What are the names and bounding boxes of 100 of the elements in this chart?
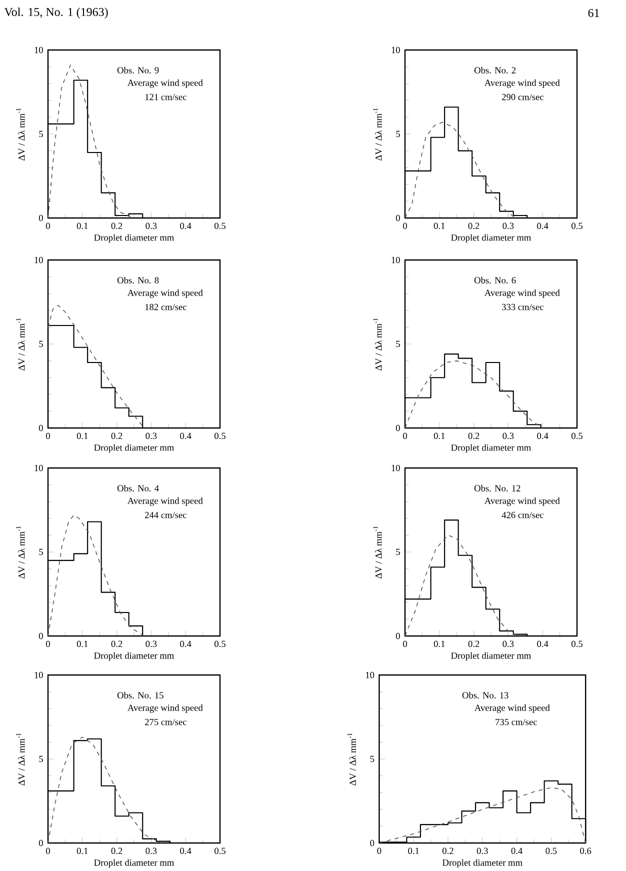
x-tick-label: 0.2 <box>111 848 122 854</box>
line-series <box>404 122 516 218</box>
x-tick-label: 0.5 <box>546 848 557 854</box>
x-tick-label: 0.4 <box>537 222 548 230</box>
y-tick-label: 0 <box>396 424 400 432</box>
annotation: Average wind speed <box>127 497 203 506</box>
y-axis-title: ΔV / Δλ mm$^{-1}$ <box>16 526 25 578</box>
y-axis-title: ΔV / Δλ mm$^{-1}$ <box>373 318 382 370</box>
x-tick-label: 0.4 <box>180 432 192 440</box>
y-tick-label: 5 <box>39 340 43 348</box>
x-tick-label: 0.2 <box>468 222 480 230</box>
x-tick-label: 0.4 <box>537 640 548 648</box>
y-tick-label: 10 <box>34 464 43 472</box>
y-tick-label: 0 <box>396 632 400 640</box>
y-tick-label: 5 <box>39 756 43 762</box>
x-tick-label: 0.5 <box>214 222 226 230</box>
annotation: Average wind speed <box>484 289 560 298</box>
y-tick-label: 0 <box>370 840 374 846</box>
x-tick-label: 0 <box>46 848 50 854</box>
y-tick-label: 10 <box>34 256 43 264</box>
x-tick-label: 0.1 <box>434 222 445 230</box>
annotation: Average wind speed <box>484 79 560 88</box>
x-tick-label: 0.2 <box>111 432 122 440</box>
x-tick-label: 0.1 <box>408 848 419 854</box>
annotation: Obs. No. 12 <box>474 484 520 492</box>
y-tick-label: 0 <box>396 214 400 222</box>
x-tick-label: 0.1 <box>76 222 88 230</box>
x-tick-label: 0 <box>377 848 382 854</box>
x-axis-title: Droplet diameter mm <box>442 859 522 868</box>
x-axis-title: Droplet diameter mm <box>451 234 532 243</box>
annotation: Average wind speed <box>127 289 203 298</box>
x-tick-label: 0.3 <box>146 640 157 648</box>
x-tick-label: 0.4 <box>511 848 522 854</box>
y-axis-title: ΔV / Δλ mm$^{-1}$ <box>373 108 382 160</box>
y-tick-label: 0 <box>38 632 43 640</box>
y-axis-title: ΔV / Δλ mm$^{-1}$ <box>16 108 25 160</box>
x-tick-label: 0.5 <box>214 640 226 648</box>
x-tick-label: 0.4 <box>180 848 192 854</box>
annotation: Obs. No. 6 <box>474 276 516 284</box>
y-tick-label: 5 <box>396 130 400 138</box>
x-tick-label: 0.2 <box>111 222 122 230</box>
y-tick-label: 10 <box>392 256 400 264</box>
annotation: Obs. No. 8 <box>117 276 159 284</box>
y-tick-label: 5 <box>39 130 43 138</box>
x-tick-label: 0.4 <box>180 640 192 648</box>
y-tick-label: 10 <box>34 46 43 54</box>
x-tick-label: 0.5 <box>214 432 226 440</box>
x-tick-label: 0.5 <box>572 222 582 230</box>
y-tick-label: 5 <box>39 548 43 556</box>
x-tick-label: 0.3 <box>146 222 157 230</box>
annotation: 182 cm/sec <box>145 304 187 310</box>
y-tick-label: 0 <box>38 840 43 846</box>
annotation: Average wind speed <box>474 704 550 713</box>
x-tick-label: 0 <box>403 640 407 648</box>
x-tick-label: 0.1 <box>76 640 88 648</box>
y-tick-label: 5 <box>370 756 374 762</box>
y-tick-label: 10 <box>366 672 374 678</box>
x-axis-title: Droplet diameter mm <box>94 652 174 661</box>
y-axis-title: ΔV / Δλ mm$^{-1}$ <box>16 318 25 370</box>
y-tick-label: 5 <box>396 340 400 348</box>
annotation: 275 cm/sec <box>145 718 187 726</box>
x-tick-label: 0.3 <box>502 222 514 230</box>
x-tick-label: 0 <box>46 432 50 440</box>
x-tick-label: 0.6 <box>580 848 592 854</box>
annotation: Obs. No. 9 <box>117 66 159 74</box>
x-axis-title: Droplet diameter mm <box>451 444 532 453</box>
y-tick-label: 5 <box>396 548 400 556</box>
annotation: Average wind speed <box>484 497 560 506</box>
x-tick-label: 0.4 <box>537 432 548 440</box>
annotation: Obs. No. 4 <box>117 484 159 492</box>
annotation: Obs. No. 15 <box>117 692 164 698</box>
x-axis-title: Droplet diameter mm <box>94 444 174 453</box>
x-tick-label: 0.4 <box>180 222 192 230</box>
annotation: 121 cm/sec <box>145 94 187 100</box>
y-tick-label: 0 <box>38 214 43 222</box>
y-tick-label: 10 <box>34 672 43 678</box>
x-tick-label: 0.3 <box>476 848 488 854</box>
x-tick-label: 0 <box>403 432 407 440</box>
annotation: 735 cm/sec <box>496 718 537 726</box>
text: Vol. 15, No. 1 (1963) <box>4 8 108 18</box>
y-axis-title: ΔV / Δλ mm$^{-1}$ <box>16 733 25 786</box>
x-tick-label: 0.2 <box>468 640 480 648</box>
x-axis-title: Droplet diameter mm <box>451 652 532 661</box>
annotation: 426 cm/sec <box>502 512 544 518</box>
text: 61 <box>588 9 600 18</box>
annotation: Obs. No. 2 <box>474 66 516 74</box>
x-tick-label: 0.2 <box>111 640 122 648</box>
x-tick-label: 0.5 <box>572 640 582 648</box>
y-tick-label: 0 <box>38 424 43 432</box>
y-axis-title: ΔV / Δλ mm$^{-1}$ <box>347 733 356 786</box>
x-tick-label: 0.1 <box>434 640 445 648</box>
x-tick-label: 0.5 <box>214 848 226 854</box>
annotation: 333 cm/sec <box>502 304 544 310</box>
x-tick-label: 0 <box>403 222 407 230</box>
x-tick-label: 0.1 <box>434 432 445 440</box>
annotation: 290 cm/sec <box>502 94 544 100</box>
x-axis-title: Droplet diameter mm <box>94 234 174 243</box>
annotation: Obs. No. 13 <box>462 692 508 698</box>
y-tick-label: 10 <box>392 464 400 472</box>
x-tick-label: 0.1 <box>76 432 88 440</box>
